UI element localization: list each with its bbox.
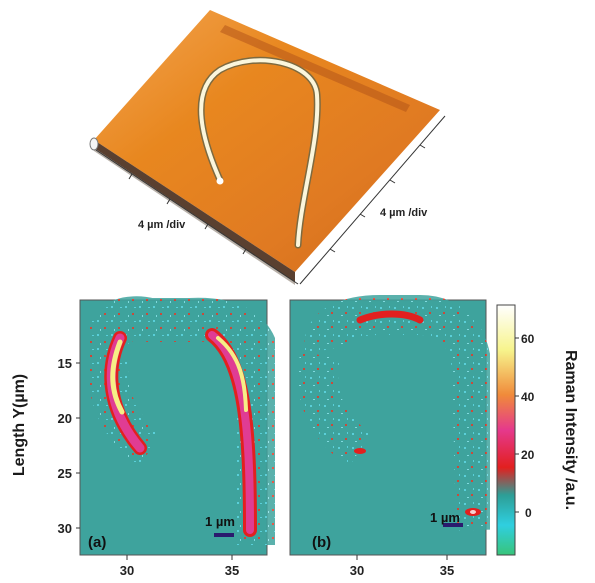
scalebar-a-label: 1 µm: [205, 514, 235, 529]
y-axis-label: Length Y(µm): [11, 373, 28, 477]
x-tick-a-35: 35: [225, 563, 239, 578]
afm-3d-panel: 4 µm /div 4 µm /div: [89, 10, 446, 285]
y-tick-30: 30: [58, 521, 72, 536]
y-tick-15: 15: [58, 356, 72, 371]
afm-axis-left: [95, 149, 299, 285]
colorbar-tick-0: 0: [525, 506, 532, 520]
x-tick-b-35: 35: [440, 563, 454, 578]
afm-axis-label-right: 4 µm /div: [380, 207, 428, 219]
colorbar: 60 40 20 0: [496, 304, 535, 556]
colorbar-tick-20: 20: [521, 448, 535, 462]
panel-a-tag: (a): [88, 534, 106, 551]
x-tick-b-30: 30: [350, 563, 364, 578]
colorbar-gradient: [496, 304, 516, 556]
colorbar-tick-60: 60: [521, 332, 535, 346]
panel-b-tag: (b): [312, 534, 331, 551]
colorbar-tick-40: 40: [521, 390, 535, 404]
signal-top-b: [356, 310, 424, 324]
afm-surface: [94, 10, 440, 272]
signal-spot-b-left: [354, 448, 366, 454]
y-tick-20: 20: [58, 411, 72, 426]
x-tick-a-30: 30: [120, 563, 134, 578]
scalebar-b-label: 1 µm: [430, 510, 460, 525]
afm-axis-label-left: 4 µm /div: [138, 219, 186, 231]
afm-surface-side: [94, 140, 295, 282]
y-axis-label-container: Length Y(µm): [0, 300, 40, 550]
afm-axis-right: [299, 115, 446, 285]
raman-map-b: 1 µm (b) 30 35: [289, 295, 490, 578]
raman-map-a: 1 µm (a) 15 20 25 30 30 35: [58, 296, 275, 578]
afm-step-edge: [220, 25, 410, 112]
y-tick-25: 25: [58, 466, 72, 481]
colorbar-label-container: Raman Intensity /a.u.: [545, 300, 595, 560]
colorbar-label: Raman Intensity /a.u.: [562, 349, 580, 511]
